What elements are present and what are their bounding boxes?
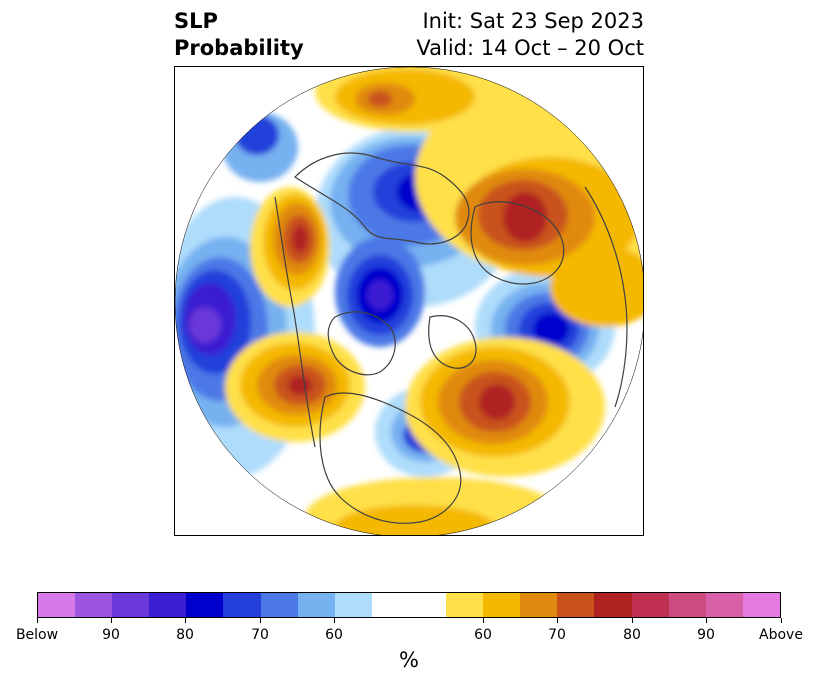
colorbar-segment	[334, 593, 372, 617]
colorbar-tick-label: 80	[176, 627, 194, 643]
colorbar-tick-mark	[37, 618, 38, 623]
colorbar-segment	[446, 593, 484, 617]
colorbar-tick-label: Above	[759, 627, 803, 643]
colorbar-segment	[260, 593, 298, 617]
colorbar-tick-mark	[483, 618, 484, 623]
colorbar-segment	[149, 593, 187, 617]
colorbar-segment	[520, 593, 558, 617]
colorbar-tick-mark	[706, 618, 707, 623]
colorbar-segment	[631, 593, 669, 617]
colorbar-segment	[557, 593, 595, 617]
anomaly-field	[175, 67, 643, 535]
colorbar-segment	[38, 593, 76, 617]
colorbar-tick-label: 70	[548, 627, 566, 643]
valid-label: Valid: 14 Oct – 20 Oct	[416, 36, 644, 60]
date-labels: Init: Sat 23 Sep 2023 Valid: 14 Oct – 20…	[416, 8, 644, 62]
colorbar-segment	[594, 593, 632, 617]
colorbar-segment	[483, 593, 521, 617]
colorbar-segment	[186, 593, 224, 617]
colorbar-tick-label: 90	[697, 627, 715, 643]
colorbar-segment	[112, 593, 150, 617]
probability-map	[174, 66, 644, 536]
init-label: Init: Sat 23 Sep 2023	[422, 9, 644, 33]
colorbar-tick-label: 80	[623, 627, 641, 643]
colorbar-tick-mark	[111, 618, 112, 623]
colorbar-tick-mark	[260, 618, 261, 623]
colorbar-tick-mark	[557, 618, 558, 623]
title-line-2: Probability	[174, 36, 304, 60]
colorbar-tick-mark	[781, 618, 782, 623]
colorbar-segment	[371, 593, 447, 617]
colorbar-segment	[297, 593, 335, 617]
colorbar-tick-label: 70	[251, 627, 269, 643]
map-title: SLP Probability	[174, 8, 304, 62]
colorbar-tick-mark	[632, 618, 633, 623]
title-line-1: SLP	[174, 9, 218, 33]
colorbar-tick-mark	[334, 618, 335, 623]
colorbar-segment	[668, 593, 706, 617]
colorbar-segment	[223, 593, 261, 617]
colorbar-tick-label: 60	[474, 627, 492, 643]
colorbar-tick-label: 90	[102, 627, 120, 643]
colorbar	[37, 592, 781, 618]
colorbar-tick-mark	[185, 618, 186, 623]
colorbar-segment	[705, 593, 743, 617]
map-canvas	[175, 67, 643, 535]
colorbar-segment	[742, 593, 780, 617]
colorbar-segment	[75, 593, 113, 617]
colorbar-unit: %	[399, 648, 419, 672]
colorbar-tick-label: Below	[15, 627, 59, 643]
coastlines	[274, 152, 628, 524]
colorbar-tick-label: 60	[325, 627, 343, 643]
